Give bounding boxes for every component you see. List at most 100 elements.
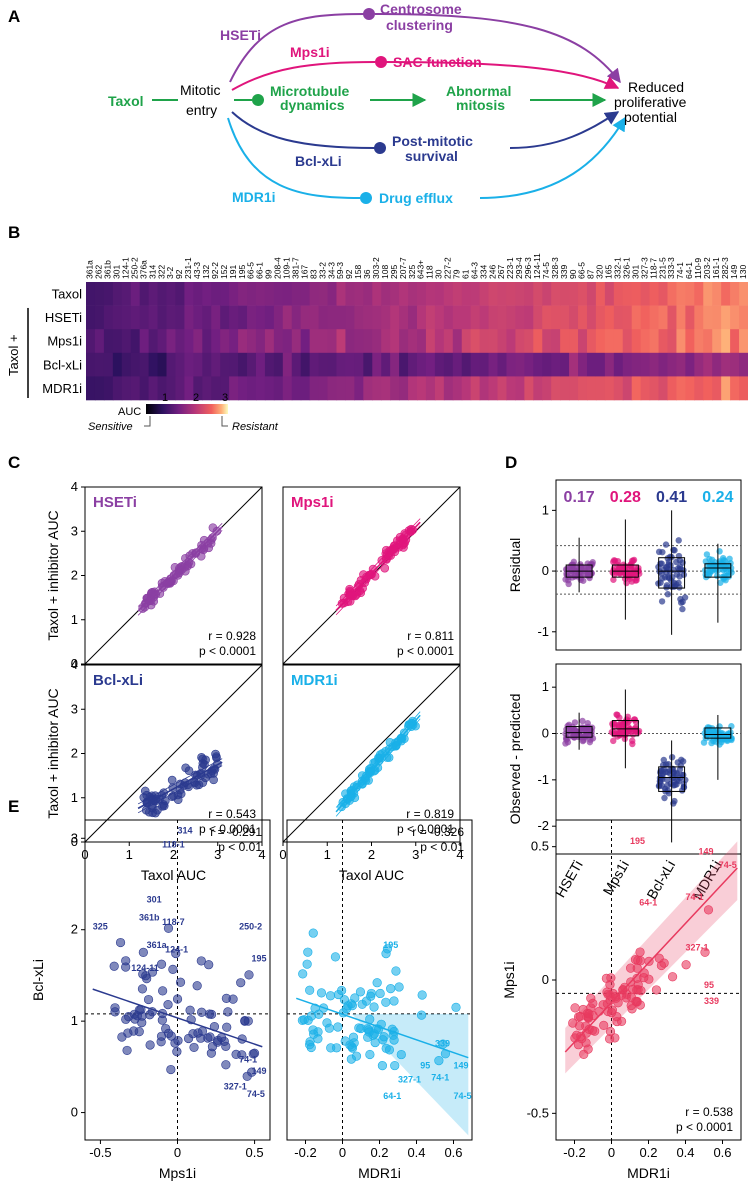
heatmap-cell: [739, 352, 748, 377]
bclxli-label: Bcl-xLi: [295, 153, 342, 169]
heatmap-cell: [336, 376, 347, 401]
data-point: [175, 977, 186, 987]
heatmap-cell: [390, 282, 400, 306]
heatmap-cell: [497, 376, 508, 401]
heatmap-cell: [586, 282, 597, 306]
data-point: [196, 1033, 206, 1043]
confidence-line: [137, 523, 223, 607]
heatmap-cell: [524, 282, 534, 306]
heatmap-cell: [354, 305, 364, 330]
data-point: [621, 735, 629, 743]
heatmap-cell: [739, 305, 748, 330]
point-label: 195: [252, 954, 267, 964]
point-label: 124-11: [131, 963, 159, 973]
heatmap-cell: [613, 376, 624, 401]
point-label: 339: [704, 996, 719, 1006]
data-point: [676, 566, 683, 574]
heatmap-cell: [667, 352, 678, 377]
data-point: [172, 994, 183, 1004]
data-point: [203, 538, 213, 548]
heatmap-cell: [542, 376, 552, 401]
heatmap-cell: [452, 376, 463, 401]
heatmap-cell: [86, 376, 96, 401]
heatmap-cell: [345, 376, 355, 401]
heatmap-cell: [139, 329, 150, 354]
heatmap-cell: [685, 282, 695, 306]
column-label: 158: [353, 265, 363, 279]
heatmap-cell: [86, 305, 96, 330]
heatmap-cell: [667, 282, 678, 306]
heatmap-cell: [309, 282, 320, 306]
heatmap-cell: [730, 282, 740, 306]
heatmap-cell: [739, 282, 748, 306]
heatmap-cell: [390, 376, 400, 401]
heatmap-cell: [649, 352, 660, 377]
heatmap-cell: [238, 329, 248, 354]
x-tick-label: 3: [412, 847, 419, 862]
heatmap-cell: [399, 376, 409, 401]
data-point: [132, 1011, 142, 1021]
data-point: [205, 1032, 215, 1042]
point-label: 118-1: [162, 839, 185, 849]
heatmap-cell: [390, 329, 400, 354]
heatmap-cell: [443, 376, 454, 401]
heatmap-cell: [121, 282, 132, 306]
heatmap-cell: [578, 305, 588, 330]
column-label: 267: [496, 265, 506, 279]
heatmap-cell: [345, 329, 355, 354]
panel-label-c: C: [8, 453, 20, 472]
heatmap-cell: [184, 305, 194, 330]
column-label: 339: [559, 265, 569, 279]
heatmap-cell: [488, 305, 499, 330]
heatmap-cell: [488, 376, 499, 401]
heatmap-cell: [524, 329, 534, 354]
heatmap-cell: [273, 282, 284, 306]
heatmap-cell: [381, 305, 391, 330]
data-point: [316, 988, 327, 998]
heatmap-cell: [515, 376, 525, 401]
data-point: [156, 959, 167, 969]
box: [611, 720, 639, 737]
legend-title: AUC: [118, 406, 141, 418]
data-point: [313, 1034, 323, 1044]
postmitotic-node: [374, 142, 386, 154]
heatmap-cell: [515, 282, 525, 306]
heatmap-cell: [175, 329, 186, 354]
heatmap-cell: [730, 352, 740, 377]
data-point: [417, 990, 427, 1000]
data-point: [196, 956, 206, 966]
heatmap-cell: [139, 305, 150, 330]
data-point: [303, 947, 313, 957]
data-point: [598, 1000, 608, 1010]
column-label: 381-7: [290, 257, 300, 279]
data-point: [325, 991, 336, 1001]
heatmap-cell: [497, 282, 508, 306]
heatmap-cell: [255, 305, 266, 330]
heatmap-cell: [739, 329, 748, 354]
row-label: Bcl-xLi: [43, 357, 82, 372]
data-point: [577, 574, 584, 582]
heatmap-cell: [399, 305, 409, 330]
data-point: [324, 1023, 334, 1033]
column-label: 328-3: [550, 257, 560, 279]
x-tick-label: 0: [339, 1145, 346, 1160]
heatmap-cell: [417, 305, 427, 330]
data-point: [360, 578, 369, 588]
identity-line: [282, 664, 461, 843]
pathway-diagram: Taxol Mitotic entry Reduced proliferativ…: [108, 1, 687, 206]
data-point: [189, 1042, 199, 1053]
heatmap-cell: [354, 282, 364, 306]
column-label: 59-3: [335, 262, 345, 279]
microtubule-label-2: dynamics: [280, 97, 345, 113]
heatmap-cell: [640, 352, 651, 377]
heatmap-cell: [586, 305, 597, 330]
data-point: [717, 579, 724, 586]
heatmap-cell: [676, 352, 686, 377]
heatmap-cell: [94, 282, 105, 306]
heatmap-cell: [399, 352, 409, 377]
heatmap-cell: [712, 376, 722, 401]
data-point: [379, 1032, 389, 1042]
data-point: [673, 770, 680, 778]
confidence-line: [137, 530, 223, 616]
data-point: [381, 1043, 391, 1053]
